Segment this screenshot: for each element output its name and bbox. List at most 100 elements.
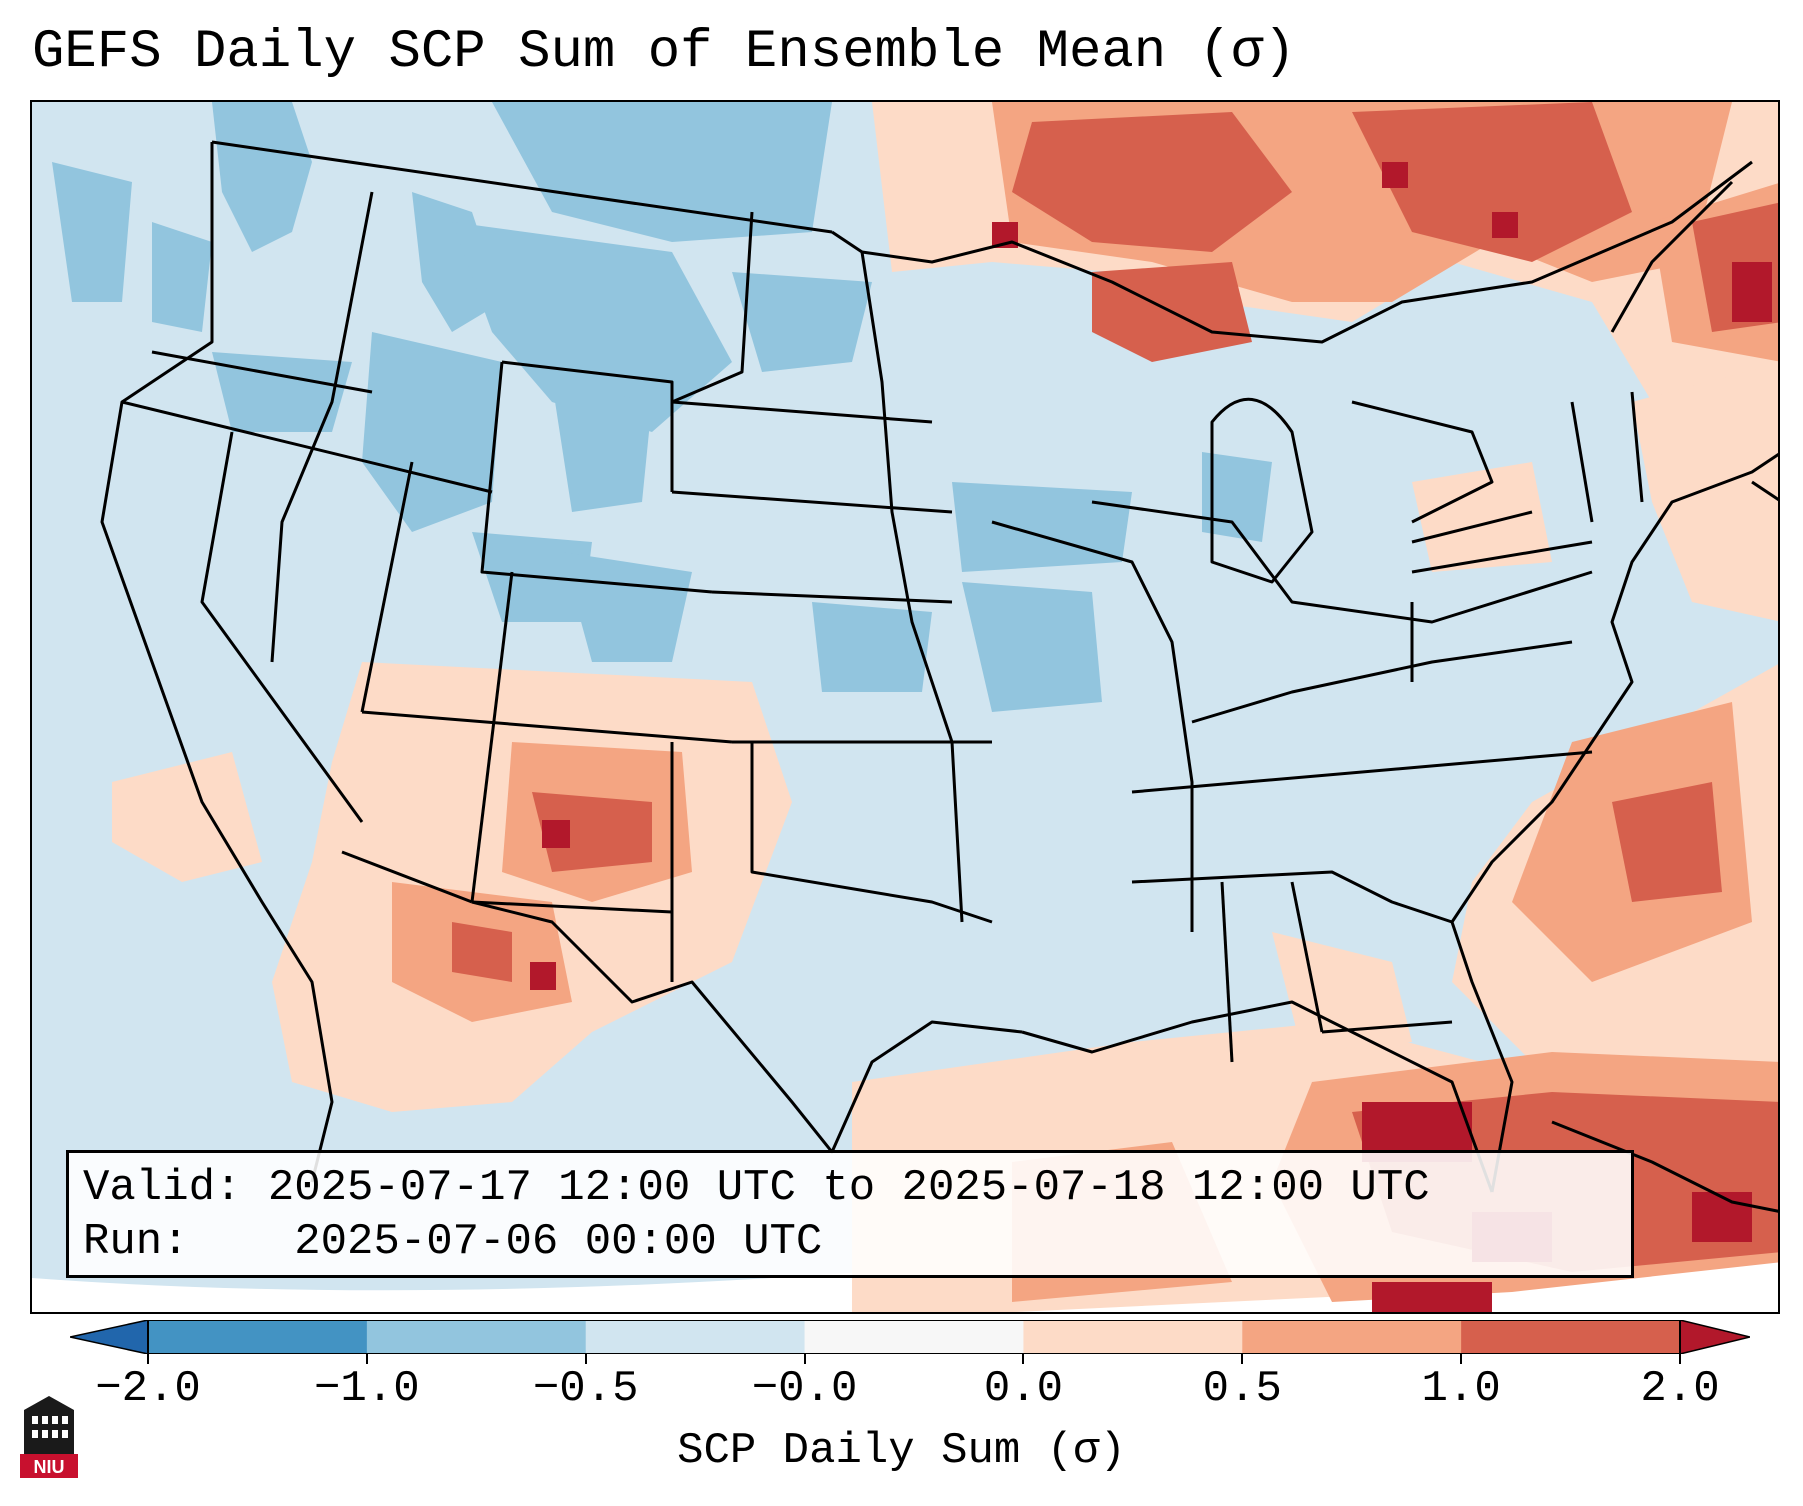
canada-border [861, 160, 1753, 344]
colorbar-segment [1023, 1320, 1243, 1354]
canada-border [831, 230, 863, 254]
anomaly-region [1012, 112, 1292, 252]
state-border [501, 360, 674, 492]
state-border [1131, 750, 1593, 794]
state-border [361, 710, 733, 744]
colorbar-tick-label: 2.0 [1640, 1364, 1720, 1414]
east-coast [1450, 452, 1778, 1193]
anomaly-region [362, 332, 502, 532]
anomaly-cell [1732, 262, 1772, 322]
colorbar-tick-mark [365, 1354, 368, 1364]
canada-border [211, 140, 833, 234]
state-border [1411, 540, 1593, 574]
valid-info-box: Valid: 2025-07-17 12:00 UTC to 2025-07-1… [66, 1150, 1634, 1278]
anomaly-region [1352, 102, 1632, 262]
lake-shoreline [1351, 400, 1494, 524]
anomaly-region [562, 552, 692, 662]
anomaly-region [1412, 462, 1552, 572]
state-border [341, 850, 473, 904]
state-border [360, 461, 414, 713]
colorbar-outline [147, 1320, 1681, 1354]
state-border [1321, 1020, 1453, 1034]
state-border [1191, 640, 1573, 724]
valid-value: 2025-07-17 12:00 UTC to 2025-07-18 12:00… [267, 1163, 1430, 1213]
anomaly-region [952, 482, 1132, 572]
colorbar-tick-mark [1022, 1354, 1025, 1364]
anomaly-region [812, 602, 932, 692]
anomaly-region [452, 922, 512, 982]
state-border [860, 251, 964, 923]
colorbar-segment [1242, 1320, 1462, 1354]
state-border [200, 431, 364, 823]
colorbar-tick-mark [584, 1354, 587, 1364]
anomaly-region [212, 102, 312, 252]
state-border [671, 490, 953, 514]
coastline [1610, 180, 1734, 333]
coastline [1751, 480, 1778, 502]
run-label: Run: [83, 1217, 189, 1267]
colorbar-tick-mark [1679, 1354, 1681, 1364]
anomaly-region [152, 222, 212, 332]
colorbar-tick-label: 1.0 [1421, 1364, 1501, 1414]
lake-shoreline [1411, 510, 1533, 544]
anomaly-cell [530, 962, 556, 990]
map-panel [30, 100, 1780, 1314]
colorbar-segment [148, 1320, 368, 1354]
anomaly-region [112, 752, 262, 882]
anomaly-cell [1492, 212, 1518, 238]
boundary-lines [100, 140, 1778, 1213]
niu-logo: NIU [20, 1396, 78, 1478]
anomaly-region [732, 272, 872, 372]
state-border [1091, 500, 1593, 624]
state-border [121, 400, 493, 494]
anomaly-region [1612, 782, 1722, 902]
valid-label: Valid: [83, 1163, 242, 1213]
gulf-coast [1021, 1000, 1494, 1193]
colorbar-extend-high [1679, 1320, 1750, 1354]
anomaly-region [492, 102, 832, 242]
state-border [1220, 881, 1234, 1063]
map-svg [32, 102, 1778, 1312]
lake-michigan-shore [1210, 397, 1314, 584]
chart-title: GEFS Daily SCP Sum of Ensemble Mean (σ) [32, 22, 1296, 83]
colorbar-tick-label: −2.0 [95, 1364, 201, 1414]
colorbar-tick-label: −0.0 [751, 1364, 858, 1414]
run-value: 2025-07-06 00:00 UTC [294, 1217, 823, 1267]
anomaly-region [962, 582, 1102, 712]
colorbar-tick-label: −0.5 [532, 1364, 639, 1414]
anomaly-region [212, 352, 352, 432]
colorbar-segment [1461, 1320, 1681, 1354]
negative-anomaly-layer [52, 102, 1272, 712]
logo-text: NIU [34, 1457, 65, 1477]
logo-banner [20, 1454, 78, 1478]
valid-row: Valid: 2025-07-17 12:00 UTC to 2025-07-1… [83, 1161, 1631, 1215]
colorbar-tick-label: −1.0 [314, 1364, 420, 1414]
cuba-coast [1551, 1120, 1778, 1213]
colorbar-tick-mark [1460, 1354, 1463, 1364]
colorbar-tick-mark [147, 1354, 149, 1364]
gulf-coast [471, 900, 1023, 1154]
anomaly-region [532, 792, 652, 872]
state-border [470, 571, 514, 903]
anomaly-cell [542, 820, 570, 848]
anomaly-region [1632, 363, 1778, 622]
state-border [1131, 870, 1453, 924]
state-border [711, 590, 953, 604]
logo-tower [24, 1396, 74, 1454]
state-border [991, 520, 1194, 932]
state-border [671, 400, 933, 424]
run-row: Run: 2025-07-06 00:00 UTC [83, 1215, 1631, 1269]
colorbar-extend-low [70, 1320, 149, 1354]
colorbar-segment [366, 1320, 587, 1354]
colorbar-tick-mark [1241, 1354, 1244, 1364]
state-border [471, 900, 673, 914]
colorbar-tick-label: 0.5 [1202, 1364, 1282, 1414]
west-coast [100, 142, 334, 1183]
state-border [1570, 401, 1594, 523]
anomaly-cell [1382, 162, 1408, 188]
anomaly-region [52, 162, 132, 302]
state-border [671, 211, 754, 404]
state-border [270, 191, 374, 663]
colorbar [70, 1320, 1750, 1354]
colorbar-segment [585, 1320, 806, 1354]
